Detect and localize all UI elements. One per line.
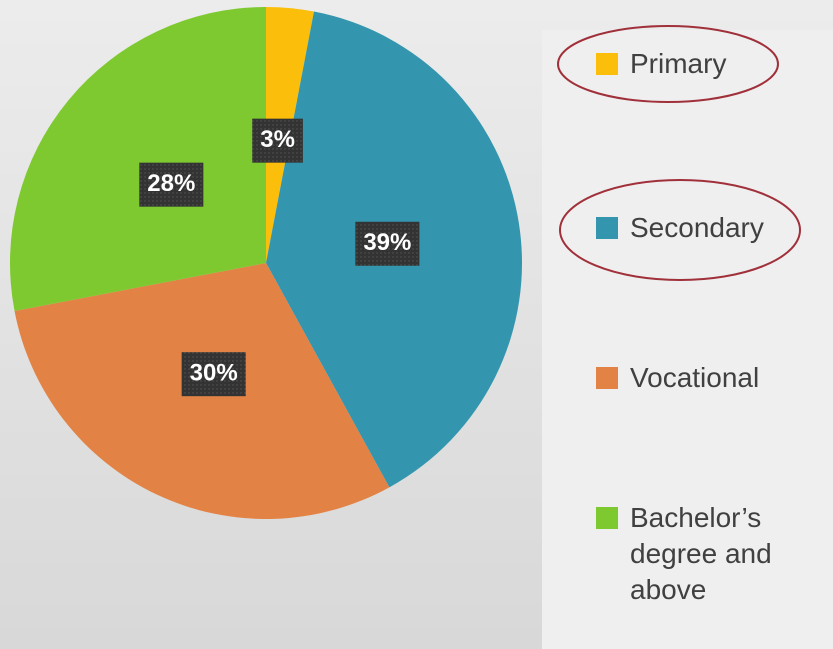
legend-swatch — [596, 53, 618, 75]
legend-item: Secondary — [596, 210, 830, 246]
legend-item: Primary — [596, 46, 830, 82]
value-label-box — [355, 221, 420, 266]
legend-item: Bachelor’s degree and above — [596, 500, 830, 608]
legend-label: Bachelor’s degree and above — [630, 502, 772, 605]
legend-panel — [542, 30, 833, 649]
value-label-box — [252, 118, 303, 163]
legend-swatch — [596, 217, 618, 239]
legend-item: Vocational — [596, 360, 830, 396]
legend-label: Secondary — [630, 212, 764, 243]
pie-slice — [9, 7, 266, 311]
legend-label: Primary — [630, 48, 727, 79]
value-label-box — [181, 352, 246, 397]
value-label: 30% — [190, 360, 238, 387]
legend-label: Vocational — [630, 362, 760, 393]
value-label: 3% — [260, 126, 295, 153]
legend-swatch — [596, 367, 618, 389]
value-label: 39% — [363, 229, 411, 256]
value-label-box — [139, 162, 204, 207]
value-label: 28% — [147, 170, 195, 197]
legend-swatch — [596, 507, 618, 529]
highlight-ellipse — [557, 25, 779, 103]
highlight-ellipse — [559, 179, 801, 281]
